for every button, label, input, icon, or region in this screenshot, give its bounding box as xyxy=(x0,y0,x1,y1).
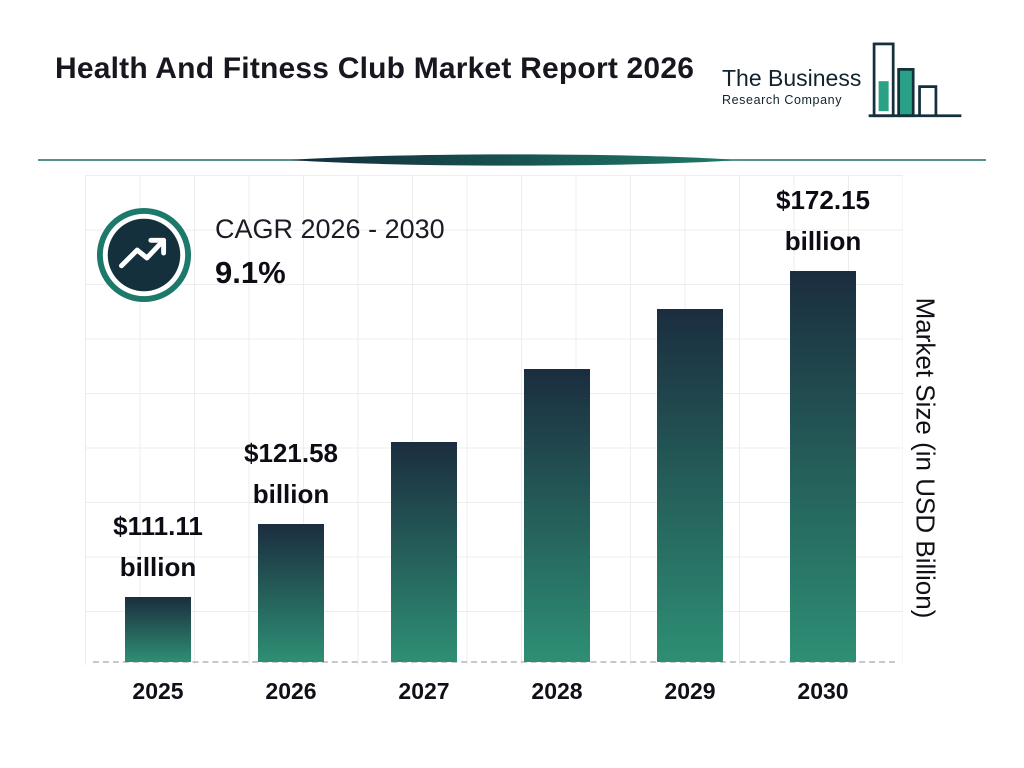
bar-2025 xyxy=(125,597,191,662)
bar-2026 xyxy=(258,524,324,662)
cagr-label: CAGR 2026 - 2030 xyxy=(215,214,445,244)
logo-text-primary: The Business xyxy=(722,65,862,91)
chart-plot-area: $111.11 billion $121.58 billion $172.15 billi… xyxy=(85,175,903,665)
logo: The Business Research Company xyxy=(722,40,965,126)
cagr-text: CAGR 2026 - 2030 9.1% xyxy=(215,214,445,291)
bar-group-2030: $172.15 billion xyxy=(757,180,889,662)
trending-up-icon xyxy=(96,207,192,303)
bar-group-2026: $121.58 billion xyxy=(225,433,357,662)
x-tick-2027: 2027 xyxy=(398,678,450,704)
bar-2028 xyxy=(524,369,590,662)
page-title: Health And Fitness Club Market Report 20… xyxy=(55,52,695,85)
chart-baseline xyxy=(93,661,895,663)
x-tick-2025: 2025 xyxy=(132,678,184,704)
bar-group-2027 xyxy=(358,442,490,662)
cagr-badge: CAGR 2026 - 2030 9.1% xyxy=(95,206,445,304)
header-divider xyxy=(38,154,986,166)
bar-value-label-2025: $111.11 billion xyxy=(113,510,203,583)
x-tick-2029: 2029 xyxy=(664,678,716,704)
bar-group-2029 xyxy=(624,309,756,662)
x-tick-2030: 2030 xyxy=(797,678,849,704)
bar-value-label-2026: $121.58 billion xyxy=(244,437,338,510)
bar-chart-logo-icon xyxy=(868,42,962,118)
logo-text: The Business Research Company xyxy=(722,65,862,108)
cagr-value: 9.1% xyxy=(215,255,286,290)
bar-2027 xyxy=(391,442,457,662)
bar-2030 xyxy=(790,271,856,662)
x-tick-2028: 2028 xyxy=(531,678,583,704)
bar-value-label-2030: $172.15 billion xyxy=(776,184,870,257)
x-tick-2026: 2026 xyxy=(265,678,317,704)
bar-group-2028 xyxy=(491,369,623,662)
bar-group-2025: $111.11 billion xyxy=(92,506,224,662)
bar-2029 xyxy=(657,309,723,662)
y-axis-label: Market Size (in USD Billion) xyxy=(910,297,941,619)
logo-text-secondary: Research Company xyxy=(722,93,843,108)
